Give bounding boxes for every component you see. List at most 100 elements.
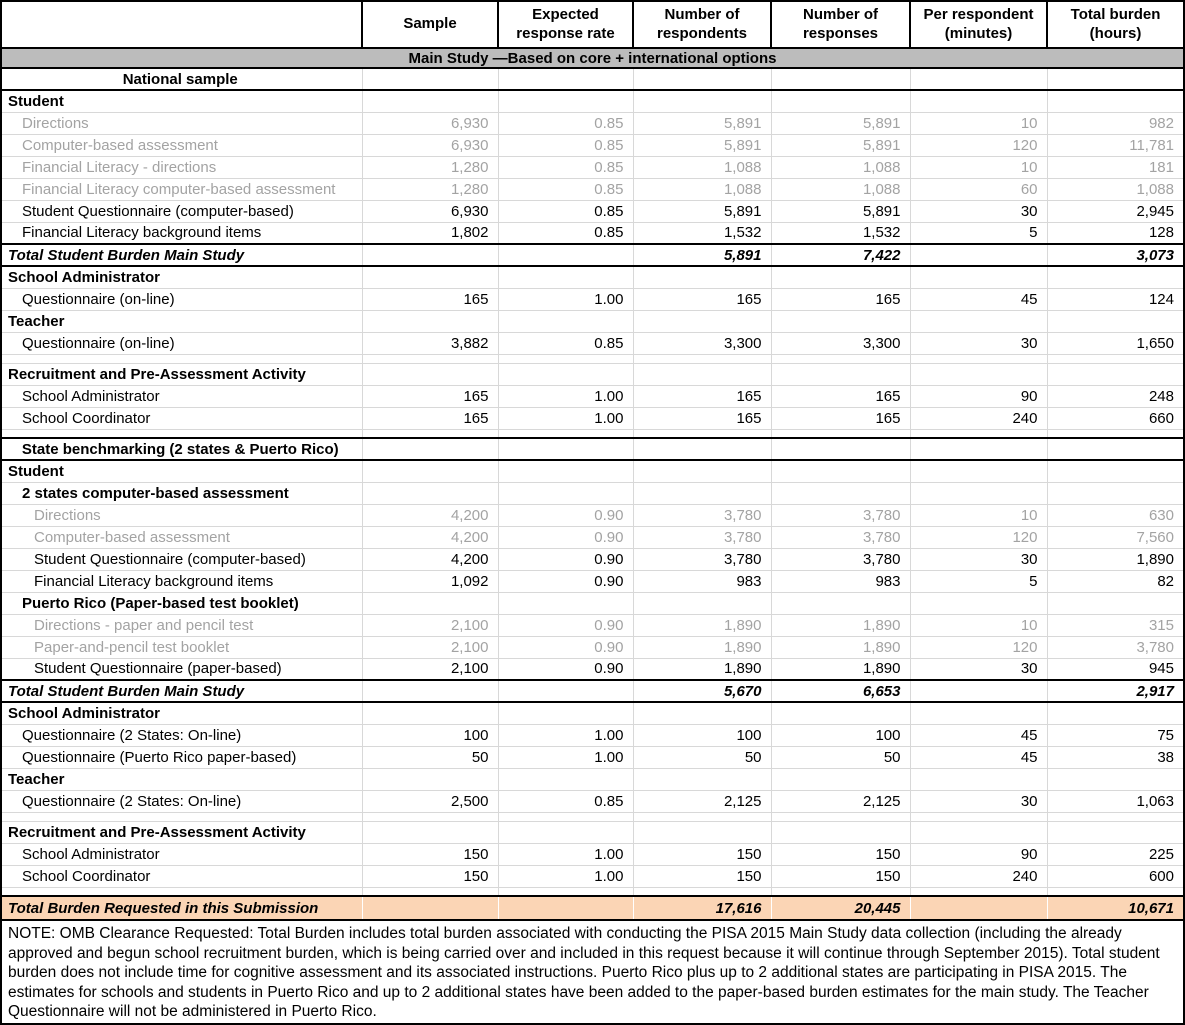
cell-sample — [361, 67, 499, 91]
cell-rate — [497, 243, 634, 267]
cell-respondents: 5,891 — [632, 133, 772, 157]
table-row-section: Recruitment and Pre-Assessment Activity — [2, 362, 1183, 386]
cell-rate: 0.90 — [497, 525, 634, 549]
row-label: Directions - paper and pencil test — [2, 613, 363, 637]
row-label: Student Questionnaire (computer-based) — [2, 199, 363, 223]
cell-minutes — [909, 481, 1048, 505]
cell-sample: 1,092 — [361, 569, 499, 593]
table-row-subsection: 2 states computer-based assessment — [2, 481, 1183, 505]
cell-burden — [1046, 701, 1183, 725]
cell-respondents: 983 — [632, 569, 772, 593]
col-header-sample: Sample — [361, 2, 499, 49]
col-header-responses: Number of responses — [770, 2, 911, 49]
cell-rate: 0.90 — [497, 503, 634, 527]
cell-responses — [770, 886, 911, 897]
cell-responses — [770, 89, 911, 113]
cell-minutes — [909, 309, 1048, 333]
cell-minutes — [909, 437, 1048, 461]
cell-responses: 20,445 — [771, 895, 910, 921]
cell-minutes — [909, 701, 1048, 725]
cell-rate: 0.85 — [497, 155, 634, 179]
row-label: Questionnaire (on-line) — [2, 331, 363, 355]
cell-minutes: 10 — [909, 155, 1048, 179]
row-label: Student — [2, 459, 363, 483]
cell-rate — [497, 820, 634, 844]
cell-burden — [1046, 428, 1183, 439]
cell-respondents — [632, 89, 772, 113]
row-label: Directions — [2, 111, 363, 135]
cell-burden: 128 — [1046, 221, 1183, 245]
cell-rate — [497, 362, 634, 386]
cell-sample: 2,100 — [361, 657, 499, 681]
cell-responses: 7,422 — [770, 243, 911, 267]
cell-rate: 1.00 — [497, 864, 634, 888]
cell-burden — [1046, 886, 1183, 897]
cell-minutes — [909, 362, 1048, 386]
band-title: Main Study —Based on core + internationa… — [2, 47, 1183, 69]
cell-minutes — [909, 886, 1048, 897]
cell-respondents — [632, 459, 772, 483]
cell-respondents: 1,532 — [632, 221, 772, 245]
cell-respondents: 3,780 — [632, 547, 772, 571]
cell-sample — [361, 428, 499, 439]
table-row-spacer — [2, 353, 1183, 364]
cell-burden: 600 — [1046, 864, 1183, 888]
cell-respondents: 1,890 — [632, 613, 772, 637]
cell-respondents — [632, 811, 772, 822]
cell-respondents: 150 — [632, 842, 772, 866]
row-label: Computer-based assessment — [2, 525, 363, 549]
cell-respondents — [632, 820, 772, 844]
cell-burden: 248 — [1046, 384, 1183, 408]
cell-responses — [770, 481, 911, 505]
cell-responses: 165 — [770, 384, 911, 408]
table-row-data: School Coordinator 150 1.00 150 150 240 600 — [2, 864, 1183, 888]
cell-responses: 1,890 — [770, 613, 911, 637]
cell-responses — [770, 459, 911, 483]
cell-rate — [497, 309, 634, 333]
cell-sample — [361, 767, 499, 791]
table-row-spacer — [2, 428, 1183, 439]
table-row-group-center: National sample — [2, 67, 1183, 91]
cell-sample — [361, 243, 499, 267]
cell-rate: 0.85 — [497, 199, 634, 223]
row-label: Directions — [2, 503, 363, 527]
cell-sample: 165 — [361, 287, 499, 311]
cell-respondents: 3,780 — [632, 503, 772, 527]
cell-responses — [770, 309, 911, 333]
cell-sample — [361, 265, 499, 289]
cell-respondents — [632, 353, 772, 364]
cell-sample: 4,200 — [361, 503, 499, 527]
table-row-section: Teacher — [2, 767, 1183, 791]
table-row-data: Questionnaire (2 States: On-line) 100 1.00… — [2, 723, 1183, 747]
row-label: Puerto Rico (Paper-based test booklet) — [2, 591, 363, 615]
cell-rate: 1.00 — [497, 287, 634, 311]
col-header-burden: Total burden (hours) — [1046, 2, 1183, 49]
cell-minutes: 30 — [909, 199, 1048, 223]
cell-rate — [497, 67, 634, 91]
cell-responses: 5,891 — [770, 133, 911, 157]
table-row-section: School Administrator — [2, 701, 1183, 725]
cell-responses — [770, 767, 911, 791]
row-label: Student Questionnaire (paper-based) — [2, 657, 363, 681]
cell-minutes — [909, 767, 1048, 791]
cell-minutes — [909, 243, 1048, 267]
cell-responses: 165 — [770, 406, 911, 430]
cell-minutes — [909, 811, 1048, 822]
cell-burden: 982 — [1046, 111, 1183, 135]
cell-respondents: 165 — [632, 384, 772, 408]
cell-burden — [1046, 437, 1183, 461]
cell-responses: 5,891 — [770, 111, 911, 135]
cell-burden — [1046, 811, 1183, 822]
row-label — [2, 353, 363, 364]
cell-sample — [361, 437, 499, 461]
cell-rate: 0.90 — [497, 547, 634, 571]
cell-minutes: 240 — [909, 406, 1048, 430]
cell-responses: 5,891 — [770, 199, 911, 223]
cell-burden: 3,780 — [1046, 635, 1183, 659]
cell-minutes — [909, 591, 1048, 615]
cell-rate — [498, 895, 633, 921]
cell-minutes: 10 — [909, 503, 1048, 527]
header-row: Sample Expected response rate Number of re… — [2, 2, 1183, 49]
cell-sample: 4,200 — [361, 547, 499, 571]
cell-responses: 3,780 — [770, 525, 911, 549]
